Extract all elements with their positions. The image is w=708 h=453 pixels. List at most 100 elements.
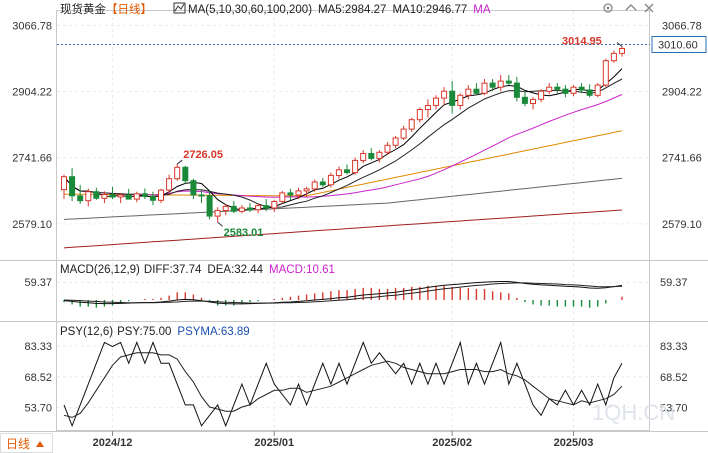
candle-body xyxy=(392,137,399,146)
ma-params: MA(5,10,30,60,100,200) xyxy=(188,4,312,16)
candle xyxy=(230,201,237,214)
date-axis: 2024/12 2025/01 2025/02 2025/03 xyxy=(93,431,594,449)
candle xyxy=(287,188,294,200)
date-tick-label: 2025/03 xyxy=(554,437,594,449)
candle xyxy=(562,85,569,98)
candle-body xyxy=(158,189,164,201)
candle xyxy=(158,188,164,204)
candle xyxy=(198,190,205,204)
candle-body xyxy=(465,88,472,96)
candle-body xyxy=(101,194,108,199)
candle-body xyxy=(190,180,197,196)
candle xyxy=(538,89,545,103)
candle-body xyxy=(368,153,375,159)
candle xyxy=(489,79,496,92)
candle xyxy=(141,188,148,200)
psy-grid xyxy=(57,345,650,409)
date-tick-label: 2025/02 xyxy=(432,437,472,449)
candle-body xyxy=(206,195,213,217)
date-tick-label: 2025/01 xyxy=(254,437,294,449)
psy-tick-left: 83.33 xyxy=(24,341,52,353)
indicator-toggle-icon[interactable] xyxy=(173,2,186,14)
candle xyxy=(247,203,253,213)
candle xyxy=(222,203,229,216)
candle xyxy=(473,83,480,96)
macd-axis-left: 59.37 xyxy=(24,277,52,289)
annotation-high-3014: 3014.95 xyxy=(562,35,602,47)
candle-body xyxy=(230,205,237,212)
candle xyxy=(271,199,278,213)
candle-body xyxy=(441,90,448,99)
candle-body xyxy=(376,151,383,159)
candle-body xyxy=(133,193,140,200)
candle-body xyxy=(263,205,270,209)
psy-header: PSY(12,6) PSY:75.00 PSYMA:63.89 xyxy=(60,326,250,338)
candle-body xyxy=(149,195,156,201)
ma200-line xyxy=(63,209,623,249)
price-tick-left: 2904.22 xyxy=(12,87,52,99)
psy-axis: 83.33 83.33 68.52 68.52 53.70 53.70 xyxy=(24,341,687,415)
candle xyxy=(303,186,310,198)
collapse-up-icon[interactable] xyxy=(625,4,637,11)
candle-body xyxy=(344,169,350,174)
candle-body xyxy=(85,191,92,202)
price-tick-left: 2741.66 xyxy=(12,153,52,165)
ma-more: MA xyxy=(473,4,491,16)
candle xyxy=(586,84,593,98)
close-icon[interactable] xyxy=(644,3,654,13)
macd-params: MACD(26,12,9) xyxy=(60,264,140,276)
candle-body xyxy=(69,176,76,197)
candle xyxy=(481,79,488,96)
price-tick-right: 3066.78 xyxy=(662,20,702,32)
candle xyxy=(594,83,601,98)
candle-body xyxy=(546,86,553,92)
period-select-button[interactable]: 日线 xyxy=(0,433,53,453)
candle-body xyxy=(570,86,577,94)
candle xyxy=(513,76,520,102)
macd-value: MACD:10.61 xyxy=(269,264,335,276)
candle xyxy=(384,142,391,156)
candle-body xyxy=(335,169,342,177)
candle xyxy=(392,135,399,149)
price-tick-left: 3066.78 xyxy=(12,20,52,32)
candle-body xyxy=(530,98,536,105)
price-tick-right: 2741.66 xyxy=(662,153,702,165)
candle-body xyxy=(125,194,132,200)
candle xyxy=(182,165,189,184)
candle-body xyxy=(255,205,262,211)
candle-body xyxy=(166,178,173,191)
candle xyxy=(93,187,100,200)
candle-body xyxy=(141,193,148,197)
candle xyxy=(174,164,181,181)
candle-body xyxy=(554,86,561,90)
last-price-box xyxy=(651,36,707,54)
period-tag: 【日线】 xyxy=(106,2,152,16)
candle xyxy=(238,205,245,214)
candle-body xyxy=(578,86,585,91)
period-button-label: 日线 xyxy=(6,437,30,451)
watermark: 1QH.CN xyxy=(592,400,675,425)
candle-body xyxy=(473,88,480,94)
psy-tick-left: 68.52 xyxy=(24,372,52,384)
macd-dea: DEA:32.44 xyxy=(207,264,263,276)
ma5-line xyxy=(63,68,623,211)
candle xyxy=(85,188,92,207)
annotation-high-2726: 2726.05 xyxy=(183,149,223,161)
psy-tick-right: 53.70 xyxy=(660,403,688,415)
candle-body xyxy=(408,119,415,130)
candle xyxy=(578,83,585,94)
candle xyxy=(255,203,262,214)
candle xyxy=(602,58,609,88)
ma-lines xyxy=(63,68,623,249)
candle xyxy=(400,125,407,141)
candle xyxy=(190,178,197,200)
candle-body xyxy=(182,166,189,182)
ma100-line xyxy=(63,177,623,220)
candle xyxy=(149,191,156,206)
candle-body xyxy=(586,89,593,96)
macd-diff: DIFF:37.74 xyxy=(144,264,202,276)
settings-gear-icon[interactable] xyxy=(603,3,613,13)
candle xyxy=(376,150,383,163)
candle-body xyxy=(449,90,456,106)
candle-body xyxy=(61,176,67,191)
